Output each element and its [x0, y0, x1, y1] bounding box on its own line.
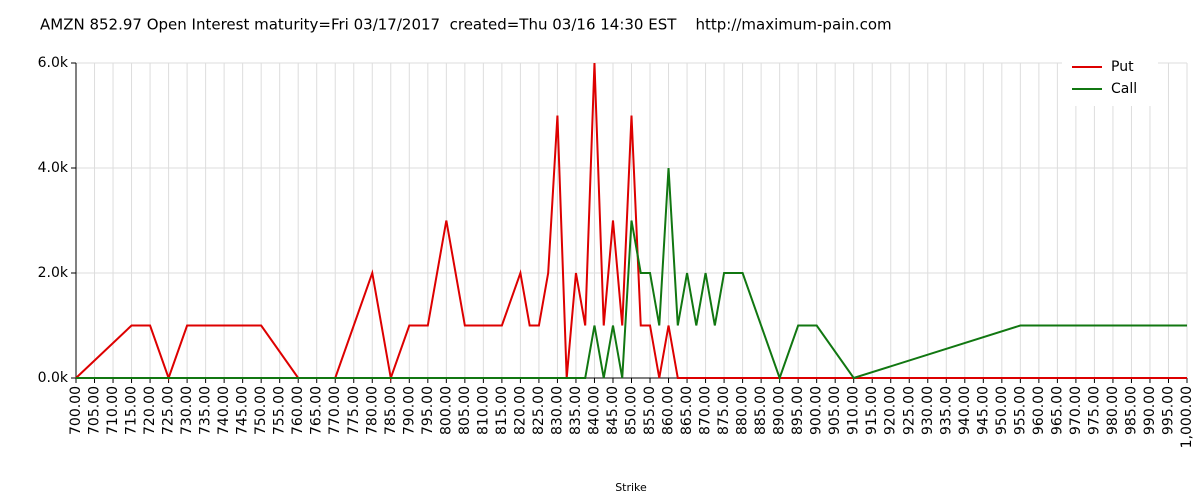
y-tick-label: 4.0k	[38, 160, 69, 176]
x-tick-label: 785.00	[383, 386, 399, 435]
x-tick-label: 1,000.00	[1179, 386, 1195, 448]
x-tick-label: 885.00	[753, 386, 769, 435]
x-tick-label: 720.00	[142, 386, 158, 435]
x-tick-label: 775.00	[346, 386, 362, 435]
series-line	[76, 167, 1187, 382]
x-tick-label: 930.00	[920, 386, 936, 435]
chart-title: AMZN 852.97 Open Interest maturity=Fri 0…	[40, 16, 892, 34]
x-tick-label: 900.00	[809, 386, 825, 435]
x-tick-label: 835.00	[568, 386, 584, 435]
x-tick-label: 810.00	[475, 386, 491, 435]
x-tick-label: 820.00	[512, 386, 528, 435]
x-tick-label: 980.00	[1105, 386, 1121, 435]
x-tick-label: 990.00	[1142, 386, 1158, 435]
x-tick-label: 845.00	[605, 386, 621, 435]
x-tick-label: 705.00	[87, 386, 103, 435]
x-tick-label: 830.00	[549, 386, 565, 435]
x-tick-label: 850.00	[624, 386, 640, 435]
x-tick-label: 945.00	[975, 386, 991, 435]
x-tick-label: 710.00	[105, 386, 121, 435]
x-tick-label: 935.00	[938, 386, 954, 435]
x-tick-label: 865.00	[679, 386, 695, 435]
x-tick-label: 815.00	[494, 386, 510, 435]
x-tick-label: 925.00	[901, 386, 917, 435]
x-tick-label: 995.00	[1160, 386, 1176, 435]
x-tick-label: 715.00	[124, 386, 140, 435]
x-tick-label: 745.00	[235, 386, 251, 435]
x-tick-label: 800.00	[438, 386, 454, 435]
x-tick-label: 765.00	[309, 386, 325, 435]
x-tick-label: 780.00	[364, 386, 380, 435]
legend-label: Put	[1111, 59, 1134, 75]
legend-box	[1062, 56, 1158, 106]
y-tick-label: 0.0k	[38, 370, 69, 386]
x-tick-label: 760.00	[290, 386, 306, 435]
x-tick-label: 875.00	[716, 386, 732, 435]
x-tick-label: 970.00	[1068, 386, 1084, 435]
x-tick-label: 905.00	[827, 386, 843, 435]
series-line	[75, 62, 1187, 382]
x-tick-label: 735.00	[198, 386, 214, 435]
x-tick-label: 940.00	[957, 386, 973, 435]
legend-label: Call	[1111, 81, 1137, 97]
x-tick-label: 770.00	[327, 386, 343, 435]
x-tick-label: 870.00	[698, 386, 714, 435]
x-tick-label: 915.00	[864, 386, 880, 435]
x-tick-label: 860.00	[661, 386, 677, 435]
x-tick-label: 975.00	[1086, 386, 1102, 435]
x-tick-label: 890.00	[772, 386, 788, 435]
x-tick-label: 730.00	[179, 386, 195, 435]
x-axis-label: Strike	[615, 481, 647, 494]
x-tick-label: 880.00	[735, 386, 751, 435]
y-tick-label: 2.0k	[38, 265, 69, 281]
x-tick-label: 955.00	[1012, 386, 1028, 435]
x-tick-label: 700.00	[68, 386, 84, 435]
x-tick-label: 750.00	[253, 386, 269, 435]
x-tick-label: 725.00	[161, 386, 177, 435]
x-tick-label: 950.00	[994, 386, 1010, 435]
x-tick-label: 910.00	[846, 386, 862, 435]
x-tick-label: 840.00	[586, 386, 602, 435]
x-tick-label: 755.00	[272, 386, 288, 435]
x-tick-label: 790.00	[401, 386, 417, 435]
x-tick-label: 965.00	[1049, 386, 1065, 435]
y-tick-label: 6.0k	[38, 55, 69, 71]
x-tick-label: 805.00	[457, 386, 473, 435]
x-tick-label: 895.00	[790, 386, 806, 435]
x-tick-label: 740.00	[216, 386, 232, 435]
x-tick-label: 795.00	[420, 386, 436, 435]
x-tick-label: 855.00	[642, 386, 658, 435]
x-tick-label: 960.00	[1031, 386, 1047, 435]
x-tick-label: 985.00	[1123, 386, 1139, 435]
x-tick-label: 825.00	[531, 386, 547, 435]
x-tick-label: 920.00	[883, 386, 899, 435]
